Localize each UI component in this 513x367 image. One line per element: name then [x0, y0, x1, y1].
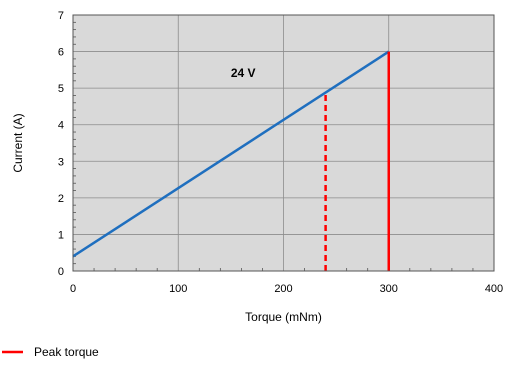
minor-ticks	[73, 21, 474, 271]
x-tick-label-400: 400	[485, 283, 503, 295]
y-tick-label-7: 7	[58, 10, 64, 22]
voltage-annotation: 24 V	[231, 66, 256, 80]
y-axis-title: Current (A)	[11, 113, 25, 172]
y-tick-label-3: 3	[58, 156, 64, 168]
x-tick-label-0: 0	[70, 283, 76, 295]
y-tick-label-6: 6	[58, 47, 64, 59]
plot-frame	[72, 14, 495, 272]
y-tick-label-2: 2	[58, 193, 64, 205]
y-tick-label-1: 1	[58, 229, 64, 241]
gridlines	[72, 14, 495, 272]
legend-label-peak-torque: Peak torque	[34, 345, 99, 359]
current-line-0	[72, 50, 390, 258]
x-tick-labels: 0 100 200 300 400	[70, 283, 503, 295]
y-tick-label-4: 4	[58, 120, 64, 132]
x-tick-label-300: 300	[380, 283, 398, 295]
x-axis-title: Torque (mNm)	[245, 310, 322, 324]
y-tick-label-0: 0	[58, 266, 64, 278]
y-tick-labels: 0 1 2 3 4 5 6 7	[58, 10, 64, 278]
y-tick-label-5: 5	[58, 83, 64, 95]
x-tick-label-200: 200	[274, 283, 292, 295]
x-tick-label-100: 100	[169, 283, 187, 295]
series-layer	[72, 50, 390, 271]
legend: Peak torque	[2, 345, 99, 359]
